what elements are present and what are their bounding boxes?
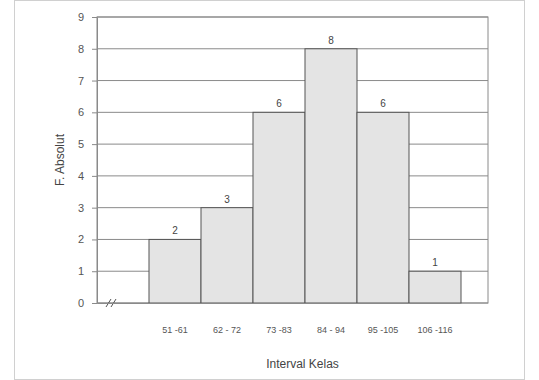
y-tick-mark — [92, 303, 97, 304]
x-tick: 73 -83 — [266, 325, 292, 335]
bar — [409, 271, 461, 303]
data-label: 8 — [328, 35, 334, 46]
x-tick-label: 51 -61 — [162, 325, 188, 335]
bars — [149, 49, 461, 303]
plot-frame — [97, 17, 488, 303]
bar — [149, 239, 201, 303]
y-tick: 3 — [78, 202, 97, 214]
y-tick-mark — [92, 176, 97, 177]
grid-line — [97, 17, 488, 18]
x-axis-line — [98, 303, 462, 304]
y-tick: 2 — [78, 233, 97, 245]
y-tick-mark — [92, 49, 97, 50]
y-axis-line — [97, 18, 98, 304]
x-tick: 51 -61 — [162, 325, 188, 335]
y-tick: 8 — [78, 43, 97, 55]
x-tick-label: 106 -116 — [418, 325, 453, 335]
grid — [97, 17, 488, 303]
y-tick: 6 — [78, 106, 97, 118]
y-tick-label: 9 — [78, 11, 84, 23]
x-axis-title: Interval Kelas — [266, 357, 339, 371]
data-label: 6 — [276, 98, 282, 109]
bar — [201, 208, 253, 303]
y-tick: 5 — [78, 138, 97, 150]
data-label: 3 — [224, 194, 230, 205]
data-label: 6 — [380, 98, 386, 109]
y-tick: 4 — [78, 170, 97, 182]
y-tick-mark — [92, 239, 97, 240]
y-tick-mark — [92, 81, 97, 82]
x-tick: 95 -105 — [368, 325, 399, 335]
y-tick-mark — [92, 17, 97, 18]
y-tick-label: 6 — [78, 106, 84, 118]
bar — [305, 49, 357, 303]
y-tick: 1 — [78, 265, 97, 277]
x-axis: 51 -61 62 - 72 73 -83 84 - 94 95 -105 106 -11… — [98, 304, 462, 336]
y-tick-label: 4 — [78, 170, 84, 182]
y-tick-label: 7 — [78, 75, 84, 87]
bar — [253, 112, 305, 303]
y-tick-mark — [92, 112, 97, 113]
y-tick: 0 — [78, 297, 97, 309]
data-labels: 2 3 6 8 6 1 — [172, 35, 438, 268]
bar — [357, 112, 409, 303]
y-tick: 9 — [78, 11, 97, 23]
data-label: 2 — [172, 225, 178, 236]
y-axis-title: F. Absolut — [53, 133, 67, 186]
grid-line — [97, 80, 488, 81]
y-tick-label: 8 — [78, 43, 84, 55]
y-tick-mark — [92, 144, 97, 145]
y-tick: 7 — [78, 75, 97, 87]
y-tick-label: 5 — [78, 138, 84, 150]
y-tick-mark — [92, 271, 97, 272]
y-tick-label: 2 — [78, 233, 84, 245]
data-label: 1 — [432, 257, 438, 268]
y-tick-label: 1 — [78, 265, 84, 277]
x-tick-label: 84 - 94 — [317, 325, 345, 335]
x-tick-label: 62 - 72 — [213, 325, 241, 335]
y-axis: 0 1 2 3 4 5 6 7 8 9 — [78, 11, 98, 309]
y-tick-label: 0 — [78, 297, 84, 309]
grid-line — [97, 48, 488, 49]
x-tick: 62 - 72 — [213, 325, 241, 335]
x-tick-label: 95 -105 — [368, 325, 399, 335]
page-border — [15, 1, 525, 380]
x-tick: 84 - 94 — [317, 325, 345, 335]
chart: 0 1 2 3 4 5 6 7 8 9 51 -61 62 - 72 73 -83 84 - 94 95 -… — [0, 0, 539, 380]
x-tick: 106 -116 — [418, 325, 453, 335]
y-tick-label: 3 — [78, 202, 84, 214]
y-tick-mark — [92, 208, 97, 209]
x-tick-label: 73 -83 — [266, 325, 292, 335]
